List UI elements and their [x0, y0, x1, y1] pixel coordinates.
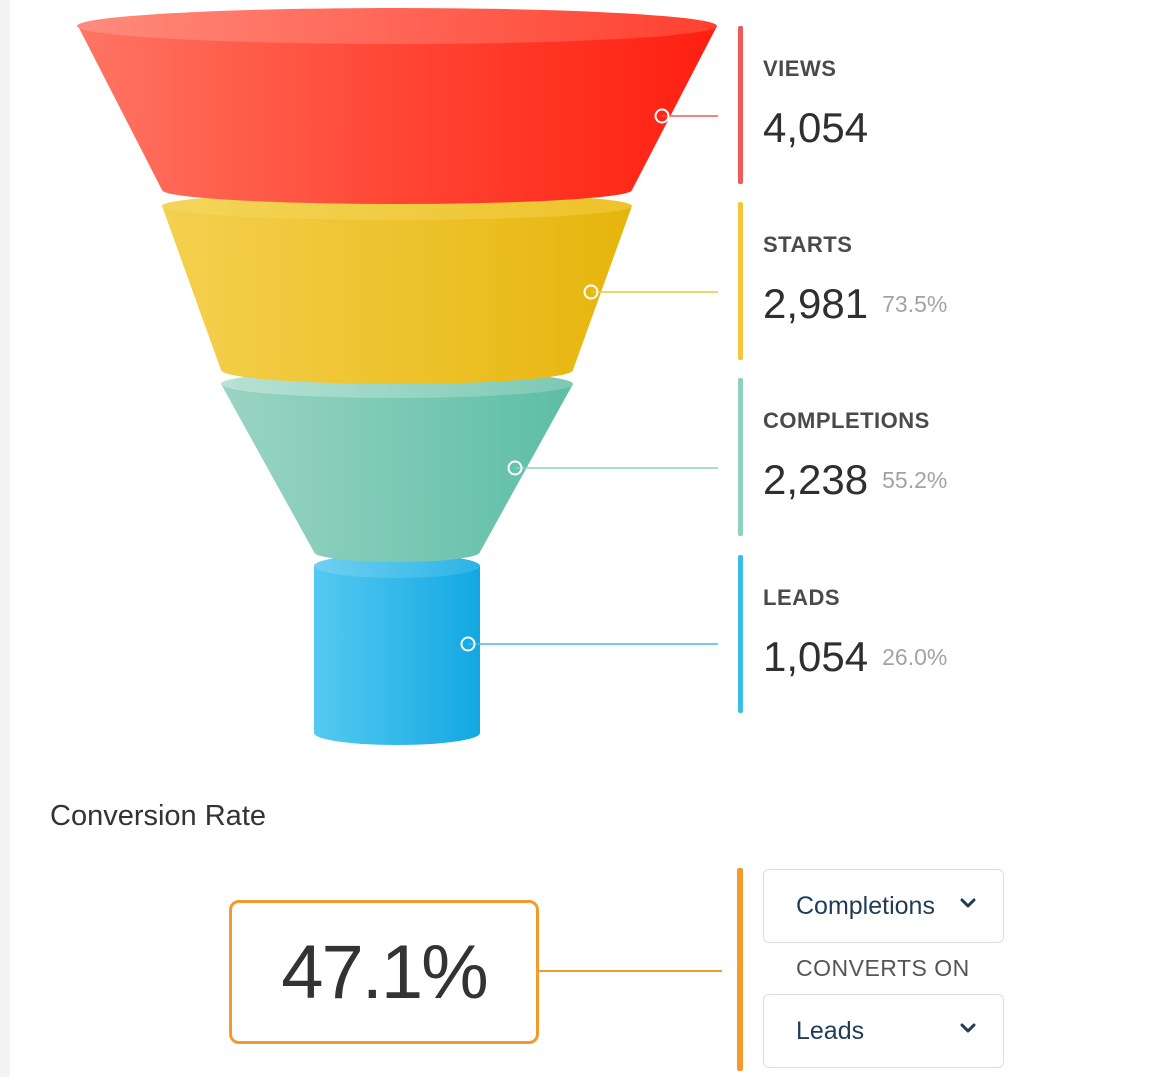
chevron-down-icon: [960, 898, 976, 908]
connector-completions: [507, 460, 718, 476]
converts-on-label: CONVERTS ON: [796, 955, 970, 981]
stage-completions-bar: [738, 378, 743, 536]
funnel-segment-starts: [162, 192, 632, 384]
stage-completions-label: COMPLETIONS: [763, 408, 930, 433]
connector-views: [654, 108, 718, 124]
conversion-rate-accent-bar: [737, 868, 743, 1071]
stage-leads-value: 1,054 26.0%: [763, 633, 948, 680]
from-stage-select[interactable]: Completions: [763, 869, 1004, 943]
stage-leads: LEADS 1,054 26.0%: [738, 555, 1038, 713]
funnel-segment-views: [77, 8, 717, 204]
connector-starts: [583, 284, 718, 300]
stage-views-label: VIEWS: [763, 56, 837, 81]
conversion-rate-connector: [538, 970, 722, 972]
to-stage-select[interactable]: Leads: [763, 994, 1004, 1068]
left-edge-strip: [0, 0, 10, 1077]
chevron-down-icon: [960, 1023, 976, 1033]
stage-leads-bar: [738, 555, 743, 713]
stage-completions: COMPLETIONS 2,238 55.2%: [738, 378, 1038, 536]
stage-completions-value: 2,238 55.2%: [763, 456, 948, 503]
stage-leads-label: LEADS: [763, 585, 841, 610]
conversion-rate-value: 47.1%: [281, 929, 488, 1015]
stage-starts-bar: [738, 202, 743, 360]
to-stage-select-value: Leads: [796, 1017, 865, 1045]
funnel-graphic: [77, 8, 718, 745]
conversion-rate-box: 47.1%: [229, 900, 539, 1044]
stage-views-value: 4,054: [763, 104, 869, 151]
stage-leads-percent: 26.0%: [882, 644, 948, 670]
stage-views: VIEWS 4,054: [738, 26, 1038, 184]
conversion-rate-title: Conversion Rate: [50, 800, 266, 832]
stage-completions-percent: 55.2%: [882, 467, 948, 493]
stage-starts: STARTS 2,981 73.5%: [738, 202, 1038, 360]
connector-leads: [460, 636, 718, 652]
stage-starts-value: 2,981 73.5%: [763, 280, 948, 327]
stage-starts-percent: 73.5%: [882, 291, 948, 317]
from-stage-select-value: Completions: [796, 892, 935, 920]
funnel-segment-leads: [314, 554, 480, 745]
stage-starts-label: STARTS: [763, 232, 853, 257]
stage-views-bar: [738, 26, 743, 184]
